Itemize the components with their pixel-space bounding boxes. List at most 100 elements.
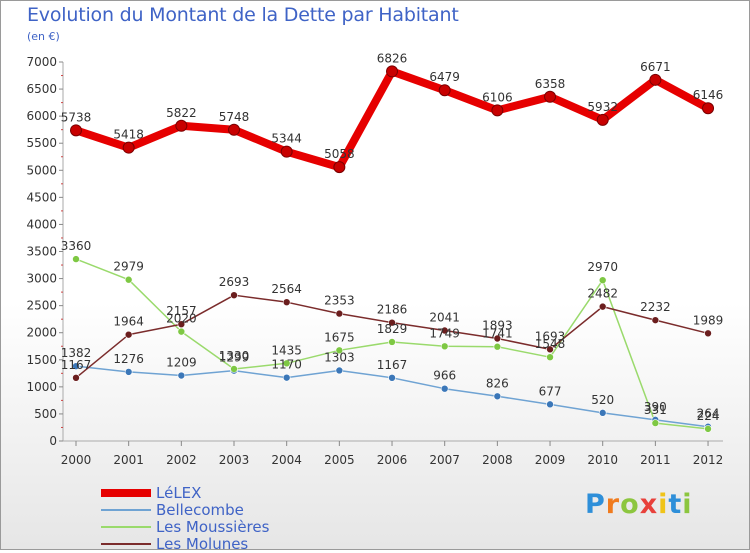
- data-label: 1330: [219, 349, 250, 363]
- legend-swatch: [101, 509, 151, 511]
- x-tick-label: 2001: [113, 453, 144, 467]
- data-point: [438, 84, 451, 97]
- data-label: 2970: [587, 260, 618, 274]
- data-point: [333, 161, 346, 174]
- data-label: 6358: [535, 77, 566, 91]
- data-label: 3360: [61, 239, 92, 253]
- legend-label: Bellecombe: [156, 501, 244, 519]
- y-tick-label: 3000: [26, 272, 57, 286]
- data-point: [546, 400, 554, 409]
- data-label: 5058: [324, 147, 355, 161]
- data-point: [493, 342, 502, 351]
- data-label: 5932: [587, 100, 618, 114]
- data-label: 520: [591, 393, 614, 407]
- data-label: 1693: [535, 329, 566, 343]
- x-tick-label: 2004: [271, 453, 302, 467]
- x-tick-label: 2005: [324, 453, 355, 467]
- legend-item: Bellecombe: [101, 502, 244, 518]
- data-point: [280, 145, 293, 158]
- data-point: [282, 373, 291, 382]
- data-label: 1170: [271, 358, 302, 372]
- data-point: [440, 384, 449, 393]
- data-label: 1303: [324, 350, 355, 364]
- data-point: [228, 123, 241, 136]
- data-label: 1209: [166, 356, 197, 370]
- legend-label: Les Molunes: [156, 535, 249, 553]
- data-label: 2157: [166, 304, 197, 318]
- logo-letter: x: [639, 489, 659, 520]
- data-label: 1829: [377, 322, 408, 336]
- data-point: [177, 371, 186, 380]
- y-tick-label: 4000: [26, 217, 57, 231]
- data-point: [546, 353, 554, 361]
- data-label: 224: [697, 409, 720, 423]
- data-point: [124, 368, 133, 376]
- data-point: [124, 330, 133, 339]
- y-tick-label: 2500: [26, 299, 57, 313]
- x-tick-label: 2002: [166, 453, 197, 467]
- data-label: 1382: [61, 346, 92, 360]
- data-point: [649, 73, 662, 86]
- data-label: 5344: [271, 132, 302, 146]
- data-point: [491, 104, 504, 117]
- x-tick-label: 2007: [429, 453, 460, 467]
- data-label: 264: [697, 407, 720, 421]
- data-label: 1548: [535, 337, 566, 351]
- data-point: [282, 298, 291, 306]
- data-point: [335, 346, 344, 355]
- x-tick-label: 2010: [587, 453, 618, 467]
- y-tick-label: 1500: [26, 353, 57, 367]
- y-tick-label: 1000: [26, 380, 57, 394]
- data-point: [388, 338, 396, 346]
- data-point: [388, 374, 396, 382]
- data-label: 5418: [113, 128, 144, 142]
- chart-title: Evolution du Montant de la Dette par Hab…: [27, 4, 459, 26]
- data-label: 5822: [166, 106, 197, 120]
- data-point: [230, 291, 238, 299]
- data-label: 2693: [219, 275, 250, 289]
- data-label: 966: [433, 369, 456, 383]
- data-point: [175, 119, 188, 132]
- x-tick-label: 2000: [61, 453, 92, 467]
- legend-item: Les Molunes: [101, 536, 248, 552]
- data-point: [335, 309, 344, 318]
- data-label: 6146: [693, 88, 724, 102]
- data-label: 5748: [219, 110, 250, 124]
- data-point: [598, 276, 607, 284]
- data-label: 1741: [482, 327, 513, 341]
- data-point: [651, 419, 660, 427]
- data-label: 1167: [377, 358, 408, 372]
- data-point: [544, 90, 557, 103]
- y-tick-label: 5500: [26, 136, 57, 150]
- legend-label: LéLEX: [156, 484, 202, 502]
- x-tick-label: 2011: [640, 453, 671, 467]
- data-label: 1435: [271, 343, 302, 357]
- data-label: 1749: [429, 326, 460, 340]
- data-label: 2564: [271, 282, 302, 296]
- data-point: [70, 124, 82, 137]
- data-point: [493, 334, 502, 343]
- data-point: [596, 113, 609, 126]
- y-tick-label: 0: [49, 434, 57, 448]
- data-label: 826: [486, 376, 509, 390]
- y-tick-label: 500: [34, 407, 57, 421]
- logo-letter: P: [585, 489, 606, 520]
- data-label: 6671: [640, 60, 671, 74]
- data-point: [598, 302, 607, 311]
- data-point: [72, 255, 80, 263]
- data-point: [282, 359, 291, 368]
- logo-letter: r: [605, 489, 621, 520]
- data-label: 2232: [640, 300, 671, 314]
- x-tick-label: 2009: [535, 453, 566, 467]
- data-point: [230, 365, 238, 373]
- data-label: 2979: [113, 260, 144, 274]
- data-point: [124, 275, 133, 284]
- data-label: 2353: [324, 294, 355, 308]
- data-label: 2482: [587, 287, 618, 301]
- legend-swatch: [101, 489, 151, 497]
- y-tick-label: 6000: [26, 109, 57, 123]
- data-label: 6826: [377, 51, 408, 65]
- y-tick-label: 3500: [26, 245, 57, 259]
- data-point: [386, 65, 399, 78]
